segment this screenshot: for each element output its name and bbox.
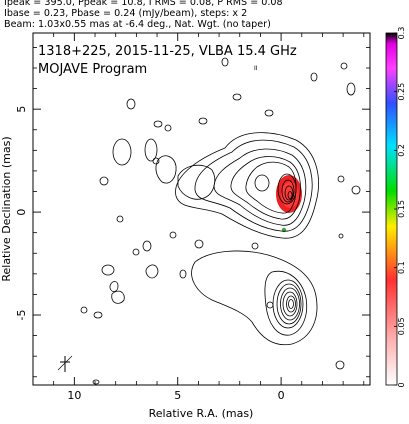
south-contour-1	[191, 250, 318, 346]
panel-marker: II	[254, 65, 258, 72]
panel-title: 1318+225, 2015-11-25, VLBA 15.4 GHz	[38, 44, 297, 59]
blob-contour	[93, 311, 103, 319]
blob-contour	[340, 62, 348, 70]
colorbar-tick-label: 0.15	[397, 200, 406, 218]
y-tick-label: 0	[15, 209, 28, 216]
blob-contour	[335, 360, 345, 370]
blob-contour	[194, 239, 204, 249]
colorbar-tick-label: 0.1	[397, 261, 406, 274]
south-contour-8	[288, 299, 294, 309]
blob-contour	[198, 117, 208, 125]
blob-contour	[221, 57, 229, 67]
blob-contour	[346, 82, 356, 96]
south-contour-2	[264, 270, 308, 336]
blob-contour	[251, 242, 259, 250]
jet-contour-far-left	[155, 155, 177, 184]
contour-layer	[57, 57, 361, 385]
core-contour-7	[281, 179, 295, 203]
core-contour-9	[287, 191, 293, 199]
x-tick-label: 0	[278, 389, 285, 402]
y-tick-label: 5	[15, 106, 28, 113]
blob-contour	[109, 281, 119, 292]
south-contour-4	[276, 283, 302, 325]
blob-contour	[126, 98, 136, 110]
colorbar-tick-label: 0.05	[397, 317, 406, 335]
core-contour-4	[230, 156, 301, 220]
south-contour-6	[282, 291, 298, 317]
south-contour-3	[272, 279, 304, 329]
blob-contour	[99, 176, 109, 186]
panel-subtitle: MOJAVE Program	[38, 62, 147, 77]
blob-contour	[111, 290, 125, 304]
core-contour-5	[245, 161, 297, 214]
colorbar-tick-label: 0	[397, 382, 406, 387]
blob-contour	[338, 233, 344, 239]
blob-contour	[145, 264, 159, 279]
jet-knot-contour	[254, 174, 270, 192]
core-contour-8	[284, 185, 294, 201]
south-contour-7	[286, 295, 296, 313]
blob-contour	[337, 175, 345, 183]
x-tick-label: 10	[67, 389, 81, 402]
blob-contour	[169, 231, 177, 239]
header-line-3: Beam: 1.03x0.55 mas at -6.4 deg., Nat. W…	[4, 19, 271, 30]
blob-contour	[232, 93, 242, 101]
core-contour-6	[277, 173, 297, 205]
plot-frame	[32, 32, 371, 386]
blob-contour	[80, 306, 88, 314]
axes-layer: 10 5 0 5 0 -5	[15, 33, 370, 402]
y-axis-label: Relative Declination (mas)	[0, 136, 13, 281]
blob-contour	[264, 109, 274, 117]
colorbar-ticks: 0 0.05 0.1 0.15 0.2 0.25 0.3	[394, 27, 406, 388]
blob-contour	[266, 301, 274, 309]
beam-symbol	[57, 355, 73, 372]
blob-contour	[164, 124, 172, 132]
blob-contour	[142, 240, 152, 252]
header-line-2: Ibase = 0.23, Pbase = 0.24 (mJy/beam), s…	[4, 8, 248, 19]
blob-contour	[132, 248, 140, 256]
blob-contour	[179, 269, 187, 279]
x-axis-label: Relative R.A. (mas)	[149, 407, 254, 420]
blob-contour	[92, 379, 100, 385]
blob-contour	[112, 138, 132, 166]
blob-contour	[153, 120, 163, 128]
blob-contour	[351, 185, 361, 195]
jet-contour-left	[177, 164, 216, 200]
colorbar-tick-label: 0.3	[397, 27, 406, 40]
blob-contour	[152, 157, 160, 165]
blob-contour	[144, 138, 158, 162]
core-contour-1	[175, 132, 319, 239]
blob-contour	[310, 72, 318, 82]
colorbar-tick-label: 0.2	[397, 144, 406, 157]
south-contour-5	[280, 287, 300, 321]
blob-contour	[116, 215, 124, 223]
colorbar-tick-label: 0.25	[397, 83, 406, 101]
header-line-1: Ipeak = 395.0, Ppeak = 10.8, I RMS = 0.0…	[4, 0, 283, 8]
blob-contour	[101, 264, 115, 276]
x-tick-label: 5	[174, 389, 181, 402]
y-tick-label: -5	[15, 310, 28, 321]
core-contour-2	[194, 139, 313, 232]
